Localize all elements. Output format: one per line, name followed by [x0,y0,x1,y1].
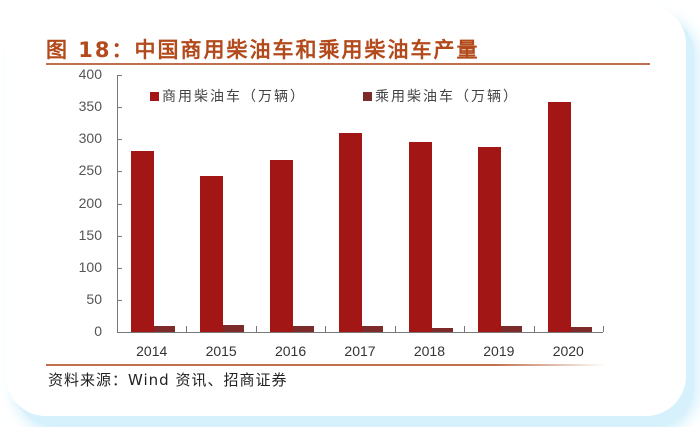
x-axis [117,332,603,333]
bar-passenger-2020 [570,326,592,332]
bar-passenger-2018 [431,327,453,332]
y-tick-label: 250 [78,162,102,179]
x-tick-label: 2019 [483,343,515,359]
bar-passenger-2017 [362,325,384,332]
y-tick-label: 400 [78,66,102,82]
y-tick-label: 350 [78,98,102,115]
bar-commercial-2017 [339,132,363,332]
legend-label-commercial: 商用柴油车（万辆） [162,89,306,105]
x-tick-mark [325,326,327,332]
title-divider [46,63,650,65]
x-tick-mark [603,326,604,332]
x-tick-mark [464,326,466,332]
x-tick-label: 2020 [552,343,584,359]
x-tick-label: 2017 [344,343,376,359]
x-tick-mark [533,326,535,332]
bar-passenger-2019 [501,326,523,332]
y-tick-label: 100 [78,258,102,275]
y-tick-mark [117,332,122,333]
y-tick-mark [117,299,122,301]
x-tick-mark [255,326,257,332]
y-tick-mark [117,171,122,173]
source-note: 资料来源：Wind 资讯、招商证券 [48,371,288,389]
y-tick-label: 0 [94,323,102,339]
y-tick-mark [117,235,122,237]
y-tick-mark [117,267,122,269]
figure-title: 图 18：中国商用柴油车和乘用柴油车产量 [46,38,480,62]
legend-swatch-commercial [150,91,159,101]
x-tick-label: 2016 [274,343,307,359]
y-tick-mark [117,139,122,141]
x-tick-label: 2018 [413,343,445,359]
y-tick-label: 200 [78,194,102,211]
y-tick-label: 150 [78,226,102,243]
bar-commercial-2014 [131,150,154,332]
source-divider [46,364,606,366]
legend-item-passenger: 乘用柴油车（万辆） [363,86,519,106]
legend-item-commercial: 商用柴油车（万辆） [150,86,306,106]
y-tick-label: 50 [86,290,102,307]
bar-passenger-2014 [154,326,175,332]
legend-swatch-passenger [363,91,372,101]
bar-passenger-2016 [292,326,314,332]
bar-commercial-2018 [408,141,432,332]
y-tick-mark [117,107,122,109]
y-tick-label: 300 [78,130,102,147]
bar-commercial-2015 [200,175,224,332]
y-tick-mark [117,75,122,76]
x-tick-label: 2014 [136,343,168,359]
bar-commercial-2016 [269,159,293,332]
legend-label-passenger: 乘用柴油车（万辆） [375,89,519,105]
x-tick-mark [186,326,188,332]
x-tick-label: 2015 [205,343,237,359]
bar-commercial-2020 [547,101,571,332]
bar-commercial-2019 [478,146,502,332]
y-tick-mark [117,203,122,205]
x-tick-mark [394,326,396,332]
bar-passenger-2015 [223,324,245,332]
